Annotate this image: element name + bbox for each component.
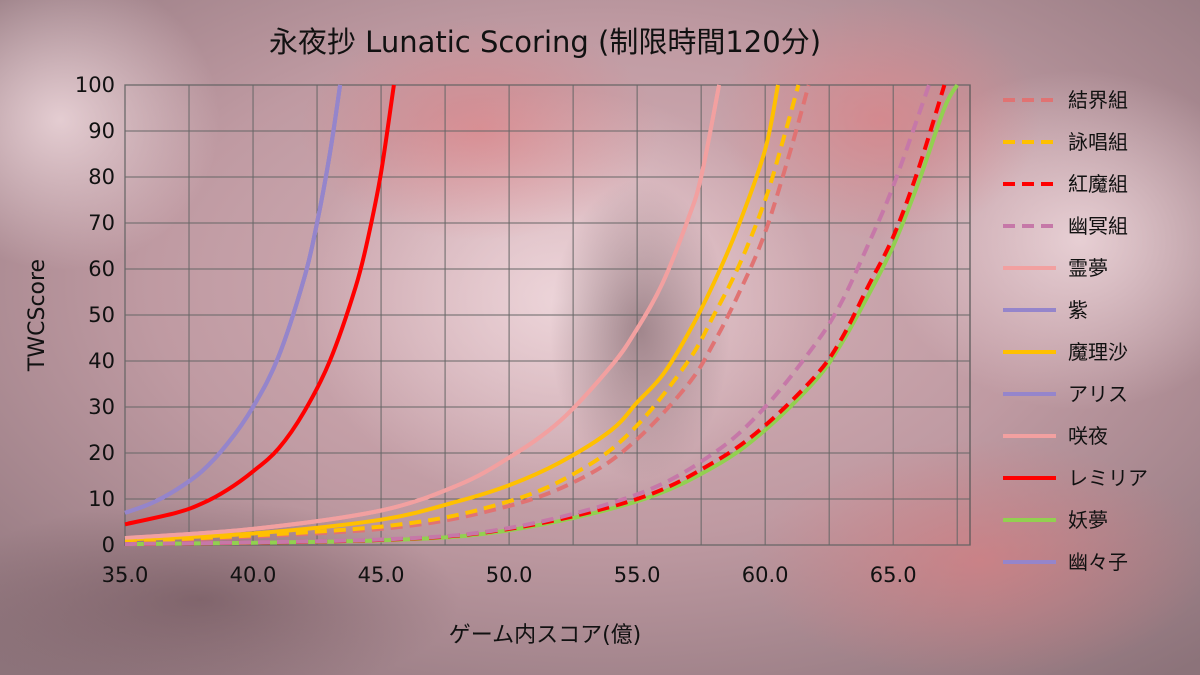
x-tick-label: 60.0 <box>742 563 789 587</box>
legend-label: 詠唱組 <box>1068 130 1128 154</box>
x-axis-ticks: 35.0 40.0 45.0 50.0 55.0 60.0 65.0 <box>102 563 917 587</box>
series-line-5 <box>124 84 722 541</box>
legend-label: 妖夢 <box>1068 508 1108 532</box>
legend-label: 咲夜 <box>1068 424 1108 448</box>
chart-title: 永夜抄 Lunatic Scoring (制限時間120分) <box>269 25 821 59</box>
x-tick-label: 50.0 <box>486 563 533 587</box>
y-tick-label: 0 <box>102 533 115 557</box>
series-line-7 <box>124 84 780 542</box>
legend-label: 紫 <box>1068 298 1088 322</box>
series-line-2 <box>124 84 801 544</box>
legend-label: 幽冥組 <box>1068 214 1128 238</box>
series-line-9 <box>124 84 722 541</box>
grid <box>124 84 971 546</box>
y-tick-label: 10 <box>88 487 115 511</box>
series-lines <box>124 83 959 547</box>
x-axis-title: ゲーム内スコア(億) <box>449 623 642 648</box>
y-tick-label: 30 <box>88 395 115 419</box>
y-tick-label: 100 <box>75 73 115 97</box>
y-tick-label: 20 <box>88 441 115 465</box>
y-tick-label: 70 <box>88 211 115 235</box>
legend-label: 幽々子 <box>1068 550 1128 574</box>
x-tick-label: 65.0 <box>870 563 917 587</box>
x-tick-label: 55.0 <box>614 563 661 587</box>
y-tick-label: 90 <box>88 119 115 143</box>
x-tick-label: 35.0 <box>102 563 149 587</box>
legend-label: 結界組 <box>1068 88 1128 112</box>
y-axis-title: TWCScore <box>25 259 50 372</box>
y-tick-label: 60 <box>88 257 115 281</box>
series-line-8 <box>124 84 343 515</box>
legend-label: アリス <box>1068 382 1128 406</box>
legend-label: 紅魔組 <box>1068 172 1128 196</box>
series-line-1 <box>124 84 811 545</box>
x-tick-label: 40.0 <box>230 563 277 587</box>
series-line-10 <box>124 84 396 527</box>
x-tick-label: 45.0 <box>358 563 405 587</box>
y-tick-label: 40 <box>88 349 115 373</box>
series-line-12 <box>124 84 343 515</box>
series-line-6 <box>124 84 343 515</box>
legend-label: レミリア <box>1068 466 1148 490</box>
legend-label: 魔理沙 <box>1068 340 1128 364</box>
y-tick-label: 50 <box>88 303 115 327</box>
y-axis-ticks: 0 10 20 30 40 50 60 70 80 90 100 <box>75 73 115 557</box>
y-tick-label: 80 <box>88 165 115 189</box>
series-line-4 <box>124 84 931 547</box>
legend-label: 霊夢 <box>1068 256 1108 280</box>
